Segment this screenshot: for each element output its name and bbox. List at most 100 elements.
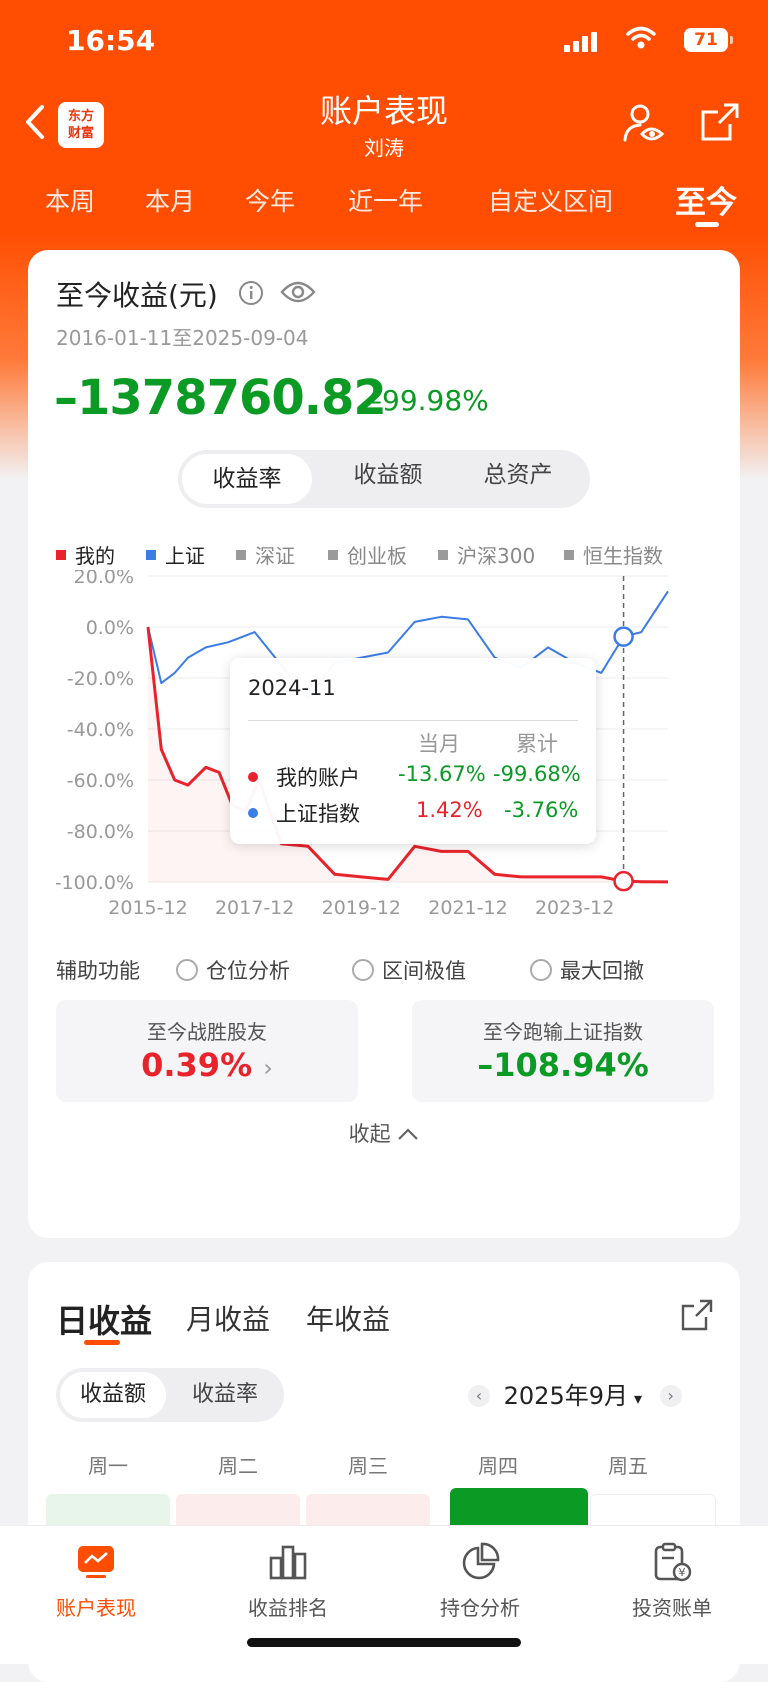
- aux-functions: 辅助功能 仓位分析 区间极值 最大回撤: [56, 955, 716, 989]
- segment-return-rate[interactable]: 收益率: [182, 454, 312, 504]
- tooltip-dot-mine: [248, 772, 258, 782]
- pie-chart-icon: [462, 1542, 500, 1580]
- tab-week[interactable]: 本周: [45, 187, 96, 216]
- logo-text-1: 东方: [67, 109, 94, 124]
- legend-item[interactable]: 我的: [56, 540, 115, 569]
- legend-item[interactable]: 沪深300: [438, 540, 535, 569]
- crosshair-point-mine: [613, 870, 634, 892]
- next-month-icon[interactable]: ›: [659, 1385, 682, 1407]
- stat-label: 至今战胜股友: [147, 1020, 267, 1044]
- bottom-tab-account[interactable]: 账户表现: [0, 1536, 192, 1621]
- svg-text:¥: ¥: [679, 1566, 686, 1579]
- seg-rate[interactable]: 收益率: [192, 1382, 259, 1407]
- legend-item[interactable]: 上证: [146, 540, 205, 569]
- aux-position-analysis[interactable]: 仓位分析: [176, 955, 290, 985]
- tab-indicator: [695, 222, 719, 227]
- legend-label: 上证: [165, 544, 205, 568]
- tab-yearly[interactable]: 年收益: [306, 1303, 391, 1336]
- legend-label: 恒生指数: [583, 544, 663, 568]
- chevron-right-icon: ›: [263, 1054, 273, 1082]
- total-profit-value: –1378760.82: [54, 370, 387, 426]
- x-tick-label: 2023-12: [535, 897, 614, 919]
- total-profit-percent: –99.98%: [368, 384, 489, 417]
- stat-value: –108.94%: [477, 1046, 649, 1084]
- beat-peers-stat[interactable]: 至今战胜股友 0.39% ›: [56, 1000, 358, 1102]
- y-tick-label: 20.0%: [74, 570, 134, 588]
- tooltip-col-month: 当月: [418, 732, 460, 756]
- chevron-up-icon: [398, 1128, 419, 1140]
- legend-item[interactable]: 深证: [236, 540, 295, 569]
- tooltip-dot-sse: [248, 808, 258, 818]
- tab-daily[interactable]: 日收益: [56, 1302, 153, 1340]
- date-range: 2016-01-11至2025-09-04: [56, 326, 309, 350]
- eastmoney-logo: 东方 财富: [58, 102, 104, 148]
- chart-tooltip: 2024-11 当月 累计 我的账户 -13.67% -99.68% 上证指数 …: [230, 658, 596, 844]
- crosshair-point-sse: [613, 626, 634, 647]
- export-icon[interactable]: [680, 1298, 714, 1332]
- tab-month[interactable]: 本月: [145, 187, 196, 216]
- aux-max-drawdown[interactable]: 最大回撤: [530, 955, 644, 985]
- tab-custom-range[interactable]: 自定义区间: [488, 187, 614, 216]
- tab-last-year[interactable]: 近一年: [348, 187, 424, 216]
- tab-year[interactable]: 今年: [245, 187, 296, 216]
- bar-chart-icon: [269, 1545, 307, 1580]
- status-time: 16:54: [66, 24, 156, 57]
- legend-swatch: [438, 549, 448, 560]
- legend-item[interactable]: 创业板: [328, 540, 407, 569]
- battery-icon: 71: [684, 28, 733, 52]
- weekday-label: 周一: [88, 1454, 128, 1478]
- daily-tab-indicator: [84, 1340, 120, 1345]
- dropdown-icon[interactable]: ▾: [634, 1389, 643, 1408]
- segment-return-amount[interactable]: 收益额: [353, 462, 423, 488]
- segment-total-assets[interactable]: 总资产: [483, 462, 553, 488]
- metric-segment: 收益率 收益额 总资产: [178, 450, 590, 508]
- visibility-eye-icon[interactable]: [280, 278, 316, 306]
- legend-swatch: [236, 549, 246, 560]
- y-tick-label: -60.0%: [67, 770, 134, 792]
- account-name: 刘涛: [364, 136, 404, 160]
- x-tick-label: 2017-12: [215, 897, 294, 919]
- radio-icon[interactable]: [176, 959, 198, 981]
- y-tick-label: -20.0%: [67, 668, 134, 690]
- aux-range-extremes[interactable]: 区间极值: [352, 955, 466, 985]
- collapse-button[interactable]: 收起: [28, 1118, 740, 1148]
- bottom-tab-label: 持仓分析: [440, 1596, 520, 1620]
- aux-opt-label: 区间极值: [382, 959, 466, 983]
- tab-monthly[interactable]: 月收益: [186, 1303, 271, 1336]
- x-tick-label: 2019-12: [322, 897, 401, 919]
- back-icon[interactable]: [22, 102, 52, 142]
- y-tick-label: -80.0%: [67, 821, 134, 843]
- legend-label: 沪深300: [457, 544, 536, 568]
- legend-label: 深证: [255, 544, 295, 568]
- share-icon[interactable]: [700, 102, 740, 142]
- weekday-label: 周四: [478, 1454, 518, 1478]
- month-selector: ‹ 2025年9月 ▾ ›: [468, 1376, 682, 1411]
- tab-to-date[interactable]: 至今: [675, 185, 737, 221]
- bottom-tab-bill[interactable]: ¥ 投资账单: [576, 1536, 768, 1621]
- logo-text-2: 财富: [67, 126, 94, 141]
- legend-swatch: [328, 549, 338, 560]
- aux-opt-label: 仓位分析: [206, 959, 290, 983]
- home-indicator: [247, 1638, 521, 1647]
- y-tick-label: -40.0%: [67, 719, 134, 741]
- month-label[interactable]: 2025年9月: [503, 1382, 628, 1410]
- prev-month-icon[interactable]: ‹: [468, 1385, 490, 1407]
- user-privacy-icon[interactable]: [622, 102, 666, 146]
- legend-label: 我的: [75, 544, 115, 568]
- seg-amount[interactable]: 收益额: [60, 1372, 166, 1418]
- cellular-signal-icon: [564, 32, 597, 52]
- wifi-icon: [626, 26, 656, 49]
- bottom-tab-ranking[interactable]: 收益排名: [192, 1536, 384, 1621]
- radio-icon[interactable]: [352, 959, 374, 981]
- weekday-label: 周五: [608, 1454, 648, 1478]
- stat-label: 至今跑输上证指数: [483, 1020, 643, 1044]
- bottom-tab-holdings[interactable]: 持仓分析: [384, 1536, 576, 1621]
- bottom-tab-label: 收益排名: [248, 1596, 328, 1620]
- info-icon[interactable]: [238, 280, 264, 306]
- returns-period-tabs: 日收益 月收益 年收益: [56, 1298, 656, 1348]
- weekday-label: 周三: [348, 1454, 388, 1478]
- radio-icon[interactable]: [530, 959, 552, 981]
- period-tabs: 本周 本月 今年 近一年 自定义区间 至今: [0, 174, 768, 234]
- legend-item[interactable]: 恒生指数: [564, 540, 663, 569]
- page-title: 账户表现: [319, 92, 448, 130]
